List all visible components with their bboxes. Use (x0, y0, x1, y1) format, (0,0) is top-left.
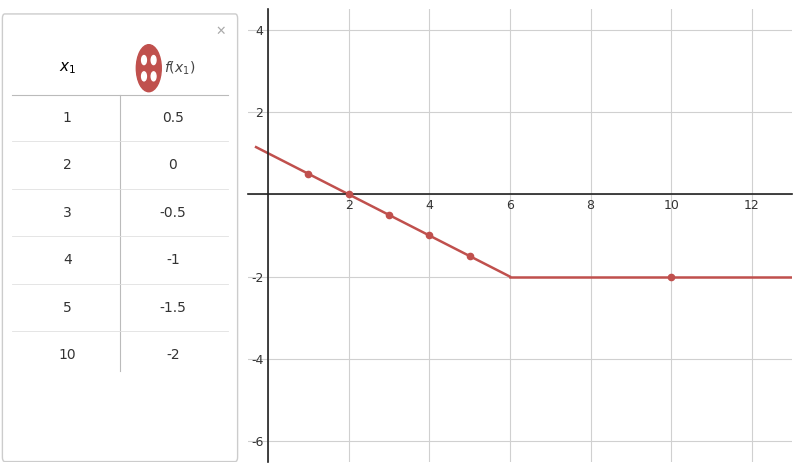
Text: -1.5: -1.5 (159, 301, 186, 315)
Text: $f(x_1)$: $f(x_1)$ (164, 59, 196, 77)
Circle shape (142, 56, 146, 65)
Circle shape (151, 72, 156, 81)
Circle shape (151, 56, 156, 65)
Text: 5: 5 (63, 301, 71, 315)
Circle shape (136, 45, 162, 92)
Text: ✕: ✕ (215, 25, 226, 38)
Text: 4: 4 (63, 253, 71, 268)
FancyBboxPatch shape (2, 14, 238, 462)
Text: -0.5: -0.5 (159, 206, 186, 220)
Text: 1: 1 (62, 111, 72, 125)
Text: 3: 3 (63, 206, 71, 220)
Text: 10: 10 (58, 349, 76, 362)
Text: 0: 0 (169, 158, 177, 172)
Text: -2: -2 (166, 349, 180, 362)
Text: $x_1$: $x_1$ (58, 60, 76, 76)
Text: 2: 2 (63, 158, 71, 172)
Text: 0.5: 0.5 (162, 111, 184, 125)
Circle shape (142, 72, 146, 81)
Text: -1: -1 (166, 253, 180, 268)
